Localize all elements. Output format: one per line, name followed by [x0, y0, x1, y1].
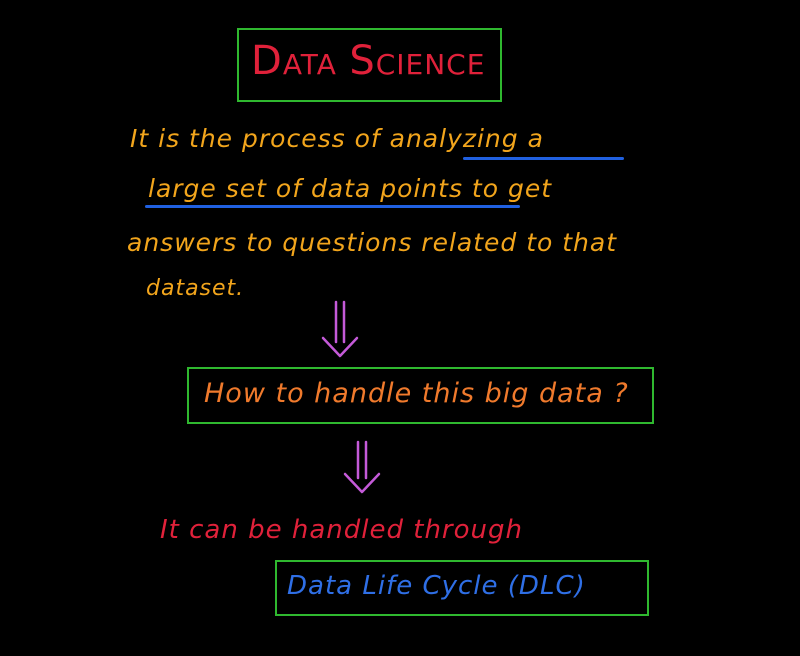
underline-large-set [145, 205, 520, 208]
page-title: DATA SCIENCE [251, 38, 485, 84]
title-initial-d: D [251, 38, 283, 84]
definition-line-1-underlined: analyzing a [389, 124, 544, 153]
definition-line-1-pre: It is the process of [130, 124, 390, 153]
title-initial-s: S [349, 38, 376, 84]
down-arrow-icon-2 [343, 440, 381, 494]
underline-analyzing [463, 157, 624, 160]
definition-line-3: answers to questions related to that [127, 228, 618, 257]
question-box [187, 367, 654, 424]
definition-line-2-underlined: large set of data points [148, 174, 463, 203]
definition-line-2-post: to get [462, 174, 553, 203]
question-text: How to handle this big data ? [204, 378, 629, 409]
title-ata: ATA [282, 48, 337, 81]
dlc-text: Data Life Cycle (DLC) [287, 571, 586, 601]
down-arrow-icon-1 [321, 300, 359, 358]
definition-line-1: It is the process of analyzing a [130, 124, 544, 153]
dlc-box [275, 560, 649, 616]
title-box [237, 28, 502, 102]
handled-through-text: It can be handled through [160, 515, 523, 545]
definition-line-4: dataset. [146, 276, 245, 301]
definition-line-2: large set of data points to get [148, 174, 552, 203]
title-cience: CIENCE [375, 48, 486, 81]
